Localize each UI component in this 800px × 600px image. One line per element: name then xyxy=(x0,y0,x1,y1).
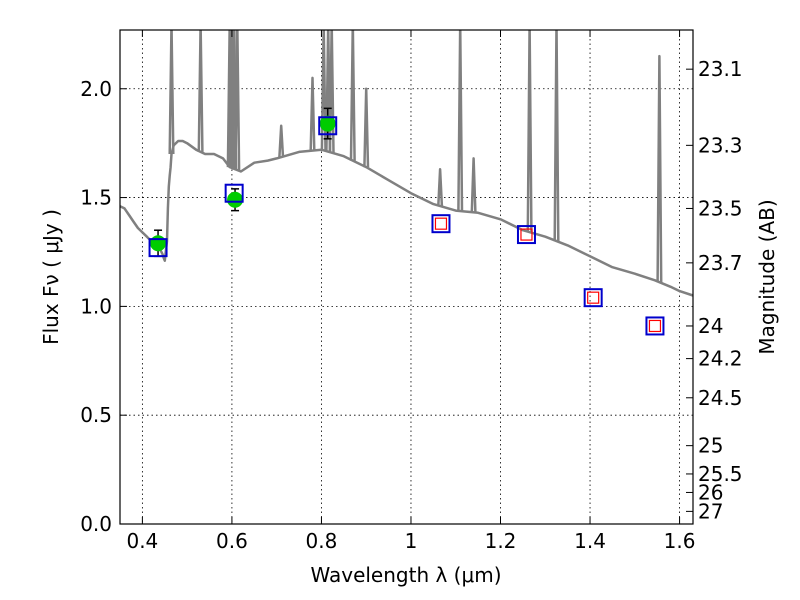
observed-point xyxy=(227,191,244,208)
y2-tick-label: 25 xyxy=(698,434,723,458)
y2-tick-label: 23.1 xyxy=(698,57,743,81)
x-tick-label: 1.2 xyxy=(485,529,517,553)
model-photometry-square xyxy=(224,183,244,203)
model-photometry-square xyxy=(645,316,665,336)
plot-frame xyxy=(119,29,694,525)
sed-emission-line xyxy=(234,30,241,171)
x-tick-label: 0.4 xyxy=(126,529,158,553)
model-photometry-square xyxy=(148,238,168,258)
y2-tick-label: 24.5 xyxy=(698,386,743,410)
x-tick-label: 0.8 xyxy=(306,529,338,553)
sed-emission-line xyxy=(470,157,477,213)
sed-emission-line xyxy=(363,87,370,168)
observed-point xyxy=(150,235,167,252)
y2-tick-label: 27 xyxy=(698,499,723,523)
sed-emission-line xyxy=(197,30,204,152)
y2-tick-label: 23.7 xyxy=(698,251,743,275)
x-tick-label: 1 xyxy=(405,529,418,553)
sed-emission-line xyxy=(349,30,356,161)
sed-emission-line xyxy=(656,54,663,283)
y-tick-label: 1.5 xyxy=(80,186,112,210)
model-photometry-inner-square xyxy=(648,319,662,333)
y2-tick-label: 24.2 xyxy=(698,347,743,371)
sed-emission-line xyxy=(526,30,533,233)
y-tick-label: 0.0 xyxy=(80,512,112,536)
plot-background xyxy=(120,30,693,524)
model-photometry-inner-square xyxy=(434,217,448,230)
y-tick-label: 2.0 xyxy=(80,77,112,101)
axes: 0.4 0.6 0.8 1 1.2 1.4 1.6 0.0 0.5 1.0 1.5 2.0 23.1 23… xyxy=(80,30,743,553)
sed-emission-line xyxy=(309,76,316,151)
y2-tick-label: 26 xyxy=(698,480,723,504)
x-tick-label: 1.4 xyxy=(574,529,606,553)
model-photometry-square xyxy=(318,116,338,136)
model-photometry-square xyxy=(516,225,536,245)
observed-point xyxy=(319,115,336,132)
model-photometry-inner-square xyxy=(587,291,600,304)
y2-tick-label: 23.3 xyxy=(698,133,743,157)
model-photometry-square xyxy=(583,288,603,308)
y-tick-label: 1.0 xyxy=(80,294,112,318)
y-axis-title: Flux Fν ( μJy ) xyxy=(39,209,63,345)
model-photometry-square xyxy=(431,214,451,234)
model-photometry-inner-square xyxy=(520,228,533,241)
points-layer xyxy=(148,107,665,336)
y2-axis-title: Magnitude (AB) xyxy=(755,199,779,354)
y-tick-label: 0.5 xyxy=(80,403,112,427)
y2-tick-label: 23.5 xyxy=(698,196,743,220)
x-tick-label: 0.6 xyxy=(216,529,248,553)
sed-emission-line xyxy=(278,124,285,158)
sed-emission-line xyxy=(168,30,175,155)
sed-emission-line xyxy=(457,30,464,212)
sed-emission-line xyxy=(553,30,560,242)
x-axis-title: Wavelength λ (μm) xyxy=(310,563,501,587)
x-tick-label: 1.6 xyxy=(664,529,696,553)
y2-tick-label: 25.5 xyxy=(698,462,743,486)
y2-tick-label: 24 xyxy=(698,314,723,338)
sed-emission-line xyxy=(328,30,335,153)
sed-emission-line xyxy=(437,168,444,207)
